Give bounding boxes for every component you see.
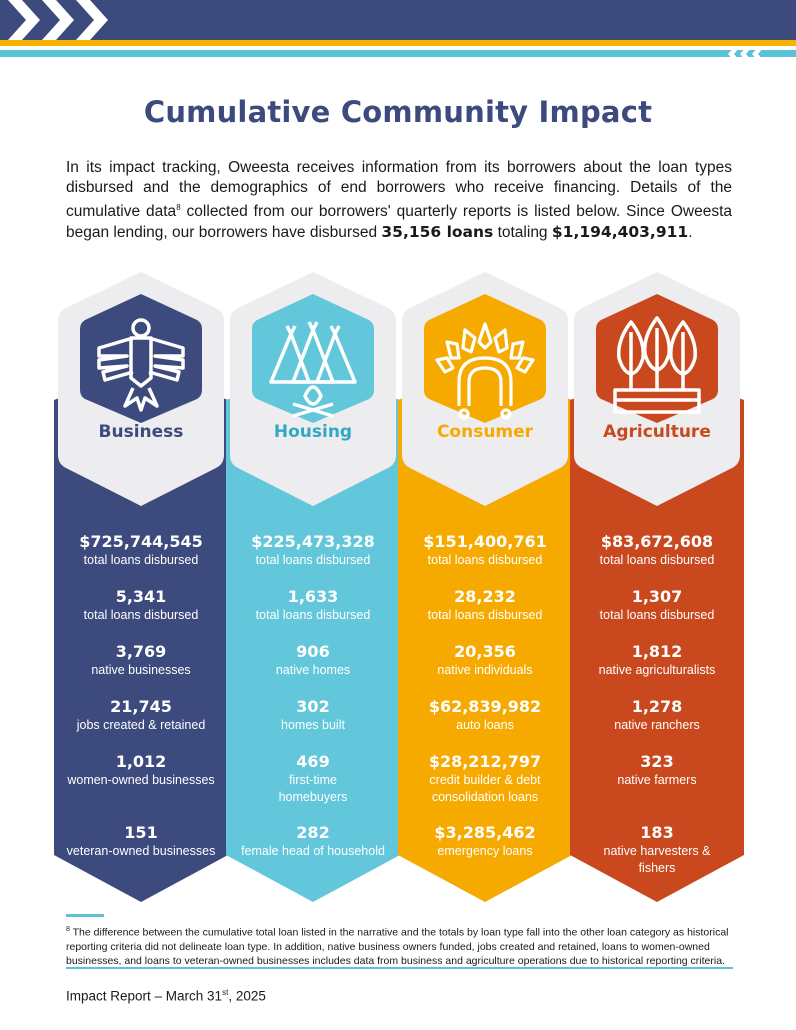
header-teal-stripe (0, 50, 796, 57)
stat-item: 469 first-time homebuyers (278, 752, 348, 804)
headdress-icon (421, 308, 549, 436)
category-label: Consumer (436, 422, 534, 442)
loans-total: $1,194,403,911 (551, 223, 689, 242)
loans-count: 35,156 loans (381, 223, 494, 242)
intro-paragraph: In its impact tracking, Oweesta receives… (66, 159, 733, 242)
stat-item: $83,672,608 total loans disbursed (599, 532, 715, 567)
stat-item: 1,278 native ranchers (614, 697, 700, 732)
footnote: 8 The difference between the cumulative … (66, 926, 729, 967)
stat-item: $28,212,797 credit builder & debt consoli… (428, 752, 542, 804)
stat-item: 1,812 native agriculturalists (598, 642, 716, 677)
category-label: Agriculture (603, 422, 711, 442)
stat-item: 906 native homes (275, 642, 351, 677)
header-band (0, 0, 796, 40)
footnote-mark: 8 (176, 203, 181, 212)
category-column-agriculture: Agriculture $83,672,608 total loans disbu… (570, 270, 744, 910)
stat-item: 302 homes built (281, 697, 345, 732)
stat-item: 1,012 women-owned businesses (67, 752, 215, 787)
stat-item: 1,633 total loans disbursed (255, 587, 371, 622)
chevron-decoration-icon (8, 0, 108, 40)
stat-item: 323 native farmers (617, 752, 697, 787)
stat-item: 20,356 native individuals (437, 642, 533, 677)
page-title: Cumulative Community Impact (143, 95, 653, 129)
stat-item: 183 native harvesters & fishers (603, 823, 711, 875)
category-label: Housing (273, 422, 353, 442)
column-background (226, 272, 400, 902)
leaves-planter-icon (593, 308, 721, 436)
category-column-housing: Housing $225,473,328 total loans disburse… (226, 270, 400, 910)
thunderbird-icon (77, 308, 205, 436)
header-yellow-stripe (0, 40, 796, 46)
stat-item: 5,341 total loans disbursed (83, 587, 199, 622)
chevron-left-decoration-icon (728, 47, 764, 61)
column-background (54, 272, 228, 902)
stat-item: 1,307 total loans disbursed (599, 587, 715, 622)
tipi-campfire-icon (249, 308, 377, 436)
category-column-business: Business $725,744,545 total loans disburs… (54, 270, 228, 910)
stat-item: 21,745 jobs created & retained (76, 697, 206, 732)
stat-item: 282 female head of household (241, 823, 385, 858)
stat-item: $225,473,328 total loans disbursed (251, 532, 375, 567)
stat-item: 151 veteran-owned businesses (66, 823, 216, 858)
footnote-divider (66, 914, 104, 917)
stat-item: 3,769 native businesses (91, 642, 191, 677)
category-label: Business (98, 422, 184, 442)
stat-item: $62,839,982 auto loans (428, 697, 542, 732)
stat-item: 28,232 total loans disbursed (427, 587, 543, 622)
footnote-bottom-rule (66, 967, 733, 969)
stat-item: $3,285,462 emergency loans (434, 823, 536, 858)
stat-item: $725,744,545 total loans disbursed (79, 532, 203, 567)
column-background (398, 272, 572, 902)
page-footer: Impact Report – March 31st, 2025 (66, 988, 266, 1004)
stat-item: $151,400,761 total loans disbursed (423, 532, 547, 567)
category-column-consumer: Consumer $151,400,761 total loans disburs… (398, 270, 572, 910)
